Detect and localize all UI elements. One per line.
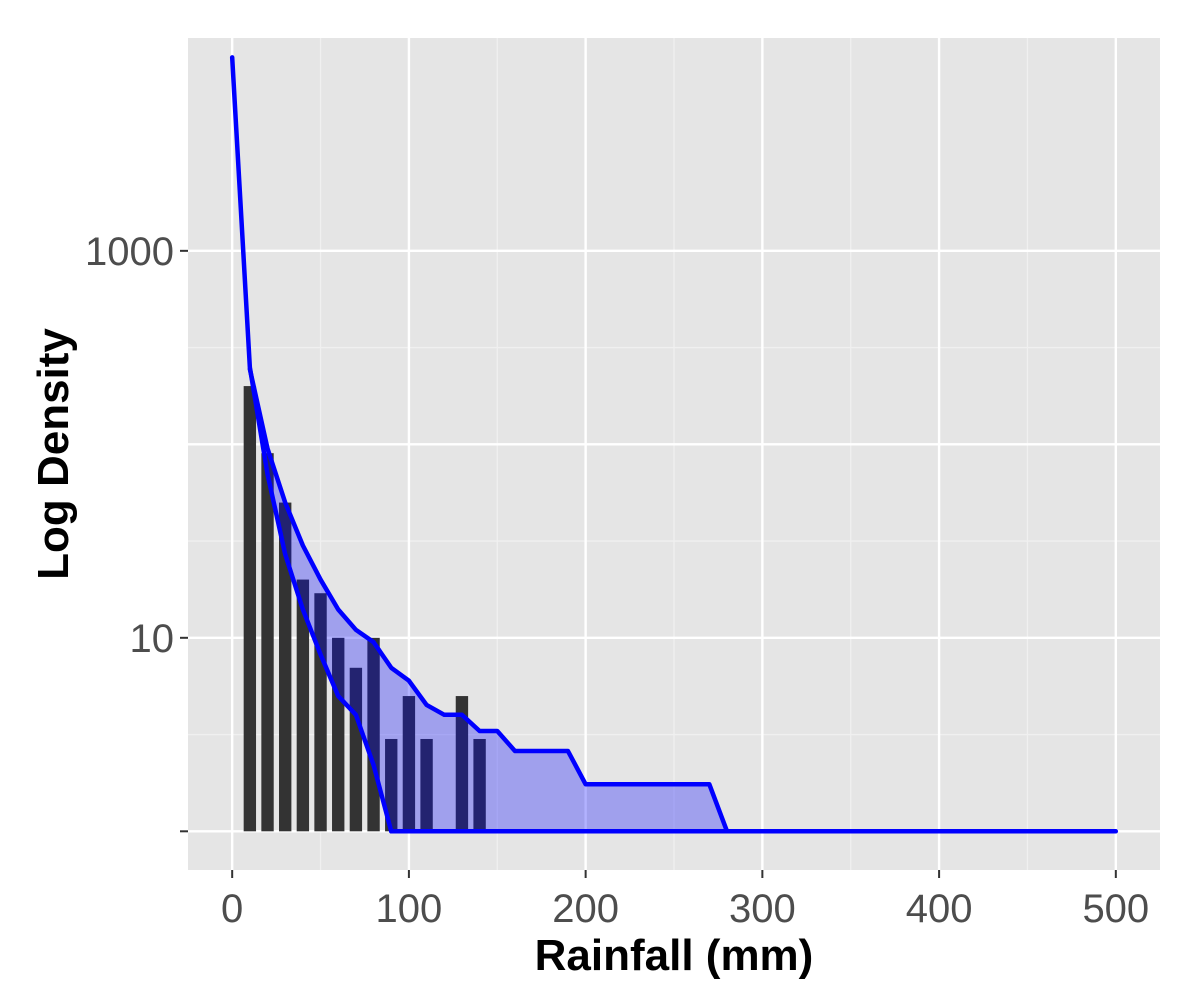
lower-envelope-line [229, 55, 730, 834]
bar [296, 579, 310, 832]
x-tick-label: 400 [906, 887, 973, 931]
x-tick-label: 300 [729, 887, 796, 931]
bar [473, 738, 486, 832]
y-tick-label: 10 [130, 617, 175, 661]
x-tick-label: 100 [376, 887, 443, 931]
axis-ticks [180, 249, 1117, 878]
y-tick-label: 1000 [85, 230, 174, 274]
bar [243, 386, 257, 832]
x-tick-labels: 0 100 200 300 400 500 [221, 887, 1149, 931]
envelope-lines [229, 55, 1119, 834]
y-axis-title: Log Density [29, 328, 78, 580]
upper-envelope-line [247, 366, 730, 834]
bar [385, 738, 398, 832]
ribbon [232, 57, 728, 832]
x-tick-label: 200 [552, 887, 619, 931]
confidence-ribbon [232, 57, 728, 832]
y-tick-labels: 10 1000 [85, 230, 174, 661]
x-tick-label: 500 [1082, 887, 1149, 931]
bars [243, 386, 486, 832]
bar [455, 696, 469, 832]
grid-minor [188, 38, 1160, 870]
bar [279, 502, 292, 832]
bar [402, 696, 416, 832]
x-axis-title: Rainfall (mm) [535, 931, 814, 980]
x-tick-label: 0 [221, 887, 243, 931]
bar [261, 453, 274, 832]
bar [420, 738, 433, 832]
